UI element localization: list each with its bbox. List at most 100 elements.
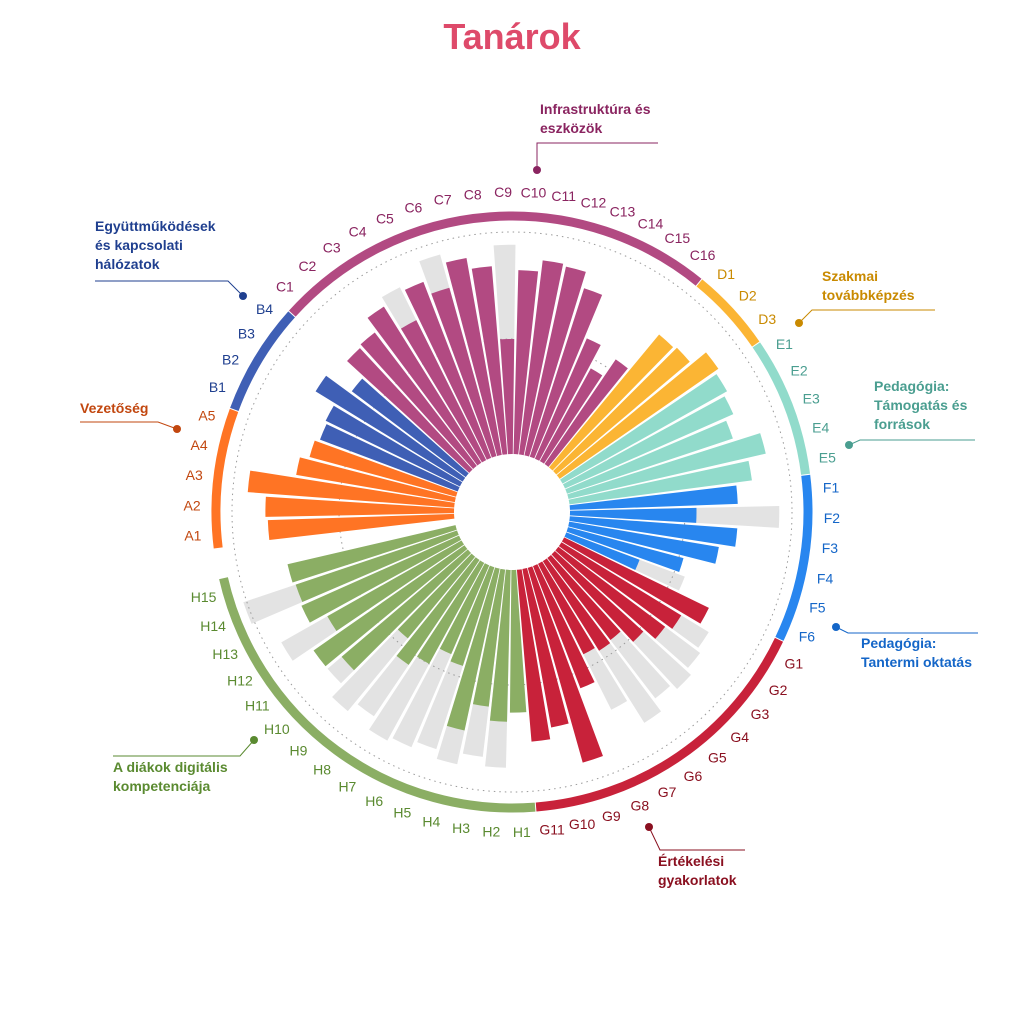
bar-h6 [439, 563, 490, 655]
tick-label-c11: C11 [551, 188, 576, 204]
bar-f3 [569, 516, 738, 547]
ring-arc-h [218, 576, 536, 813]
bar-h12 [327, 540, 464, 632]
bar-g9 [527, 566, 603, 763]
bar-g4 [551, 551, 644, 642]
tick-label-h12: H12 [227, 673, 253, 689]
bar-b2 [325, 405, 463, 487]
tick-label-h7: H7 [338, 778, 356, 794]
bar-g5 [547, 554, 621, 641]
group-label-a: Vezetőség [80, 400, 148, 416]
bar-h11 [313, 545, 468, 667]
tick-label-f4: F4 [817, 570, 834, 586]
tick-label-d1: D1 [717, 266, 735, 282]
bar-c6 [431, 287, 497, 458]
bar-a1 [267, 513, 455, 541]
tick-label-h14: H14 [200, 618, 226, 634]
ring-arc-e [752, 342, 811, 476]
bar-e1 [560, 374, 728, 484]
bar-h9 [397, 553, 476, 639]
tick-label-c14: C14 [638, 216, 664, 232]
bar-h13 [301, 535, 462, 623]
callout-dot-a [173, 425, 181, 433]
group-label-d: Szakmai továbbképzés [822, 268, 915, 303]
bar-c4 [400, 320, 487, 463]
bar-c9 [500, 338, 515, 455]
tick-label-g6: G6 [684, 768, 703, 784]
callout-line-b [95, 280, 244, 297]
bar-f6 [564, 532, 640, 570]
bar-f1 [569, 485, 738, 510]
tick-label-h6: H6 [365, 793, 383, 809]
bar-h2 [489, 569, 511, 722]
tick-label-c2: C2 [298, 258, 316, 274]
tick-label-h4: H4 [422, 814, 440, 830]
bar-a4 [296, 457, 456, 503]
group-label-f: Pedagógia: Tantermi oktatás [861, 635, 972, 670]
bar-a5 [309, 440, 458, 497]
bar-e2 [562, 396, 734, 489]
tick-label-g4: G4 [730, 729, 749, 745]
group-callouts: Vezetőség Együttműködések és kapcsolati hál… [80, 101, 978, 888]
ring-gap [750, 340, 762, 350]
group-label-b: Együttműködések és kapcsolati hálózatok [95, 218, 216, 272]
value-bars [247, 257, 766, 763]
callout-line-c [536, 142, 658, 170]
ring-arc-c [288, 211, 703, 317]
tick-label-a1: A1 [184, 528, 201, 544]
tick-label-a2: A2 [184, 497, 201, 513]
bar-a3 [247, 470, 455, 508]
tick-label-g5: G5 [708, 750, 727, 766]
bar-c11 [519, 260, 564, 456]
bar-c12 [524, 266, 586, 457]
tick-label-h13: H13 [212, 646, 238, 662]
group-label-h: A diákok digitális kompetenciája [113, 759, 228, 794]
bar-g11 [516, 569, 551, 742]
ring-gap [799, 473, 812, 478]
tick-label-c1: C1 [276, 279, 294, 295]
callout-dot-g [645, 823, 653, 831]
bar-d2 [553, 347, 690, 475]
tick-label-c13: C13 [610, 204, 636, 220]
callout-dot-f [832, 623, 840, 631]
tick-label-d3: D3 [758, 311, 776, 327]
bar-c1 [347, 348, 473, 473]
bar-c10 [513, 270, 539, 455]
ring-arc-f [774, 474, 813, 642]
tick-label-h2: H2 [482, 823, 500, 839]
tick-label-f6: F6 [799, 628, 816, 644]
bar-f5 [566, 527, 684, 572]
tick-label-c7: C7 [434, 192, 452, 208]
bar-h5 [450, 565, 495, 666]
tick-label-b2: B2 [222, 352, 239, 368]
group-label-c: Infrastruktúra és eszközök [540, 101, 651, 136]
tick-label-e3: E3 [803, 391, 820, 407]
bar-h7 [417, 560, 485, 664]
bar-e5 [568, 460, 752, 505]
ring-gap [287, 308, 298, 319]
bar-c15 [539, 368, 603, 464]
bar-g10 [522, 568, 569, 728]
bar-g3 [555, 546, 666, 639]
group-label-g: Értékelési gyakorlatok [658, 853, 737, 888]
ring-arc-b [230, 310, 296, 411]
callout-line-a [80, 421, 178, 430]
callout-dot-d [795, 319, 803, 327]
tick-label-f2: F2 [824, 510, 841, 526]
bar-c13 [529, 288, 603, 459]
tick-label-c4: C4 [349, 224, 367, 240]
tick-label-g8: G8 [631, 797, 650, 813]
bar-h8 [396, 557, 480, 665]
tick-label-e4: E4 [812, 420, 829, 436]
callout-dot-e [845, 441, 853, 449]
bar-g1 [561, 537, 709, 624]
tick-label-h8: H8 [313, 762, 331, 778]
callout-dot-c [533, 166, 541, 174]
tick-label-g10: G10 [569, 816, 596, 832]
callout-line-f [835, 626, 978, 634]
tick-label-b4: B4 [256, 301, 273, 317]
tick-label-c16: C16 [690, 247, 716, 263]
tick-label-a5: A5 [198, 408, 215, 424]
callout-dot-b [239, 292, 247, 300]
